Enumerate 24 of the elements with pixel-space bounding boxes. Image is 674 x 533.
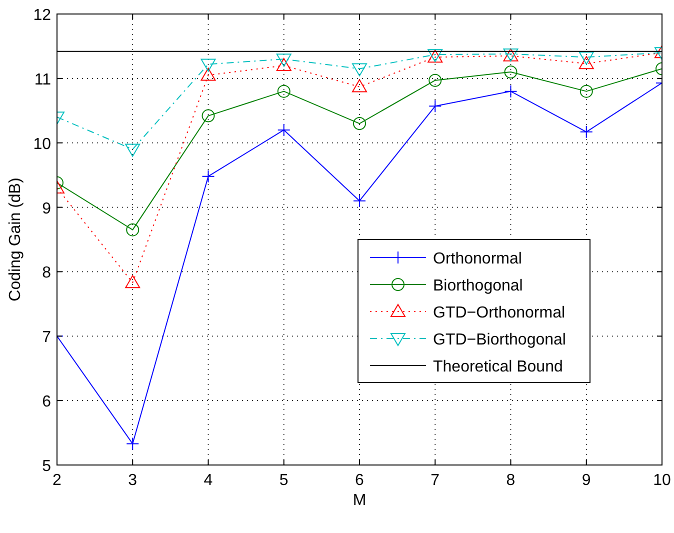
y-tick-label: 9 xyxy=(42,200,52,218)
x-tick-label: 9 xyxy=(582,472,591,489)
x-tick-label: 7 xyxy=(430,472,440,489)
x-tick-label: 2 xyxy=(52,472,62,489)
x-tick-label: 6 xyxy=(355,472,364,489)
legend-label: Biorthogonal xyxy=(433,278,523,294)
y-tick-label: 11 xyxy=(34,71,52,88)
y-tick-label: 5 xyxy=(42,458,52,475)
x-axis-title: M xyxy=(352,492,366,509)
y-tick-label: 12 xyxy=(33,7,52,24)
legend-label: GTD−Orthonormal xyxy=(433,304,566,322)
x-tick-label: 8 xyxy=(506,472,516,489)
y-tick-label: 10 xyxy=(33,136,52,153)
y-tick-label: 7 xyxy=(42,329,52,346)
legend-label: GTD−Biorthogonal xyxy=(433,332,566,348)
x-tick-label: 4 xyxy=(204,472,213,489)
legend-label: Orthonormal xyxy=(433,250,522,268)
x-tick-label: 5 xyxy=(279,472,288,489)
legend-label: Theoretical Bound xyxy=(433,358,563,376)
x-tick-label: 10 xyxy=(653,472,671,489)
x-tick-label: 3 xyxy=(128,472,138,489)
y-tick-label: 8 xyxy=(42,264,52,282)
y-tick-label: 6 xyxy=(42,394,52,411)
y-axis-title: Coding Gain (dB) xyxy=(7,178,24,302)
